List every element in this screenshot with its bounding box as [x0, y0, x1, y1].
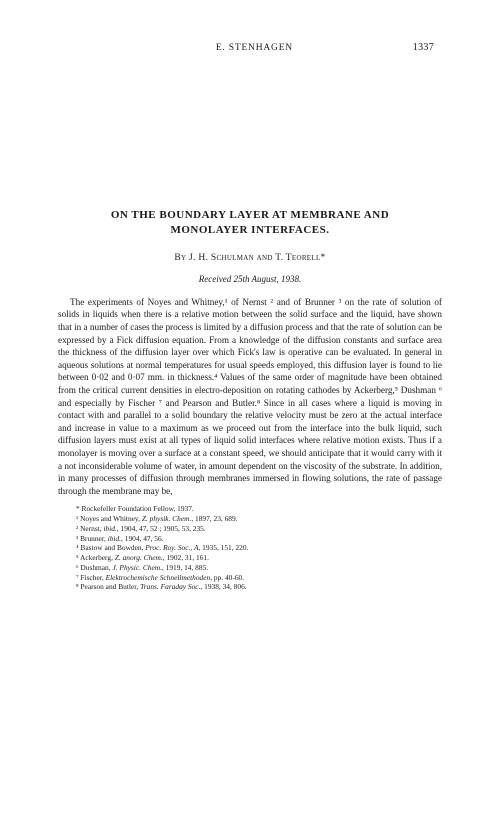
footnote-text: ³ Brunner, [76, 534, 108, 543]
page-number: 1337 [413, 42, 434, 53]
page-header: E. STENHAGEN 1337 [58, 42, 442, 53]
footnote-7: ⁷ Fischer, Elektrochemische Schnellmetho… [80, 573, 442, 583]
footnote-text: , 1935, 151, 220. [198, 543, 248, 552]
footnote-8: ⁸ Pearson and Butler, Trans. Faraday Soc… [80, 582, 442, 592]
footnote-text: ⁶ Dushman, [76, 563, 112, 572]
footnote-text: , 1919, 14, 885. [162, 563, 208, 572]
footnote-text: ⁴ Bastow and Bowden, [76, 543, 145, 552]
running-head: E. STENHAGEN [96, 43, 413, 53]
title-line-1: ON THE BOUNDARY LAYER AT MEMBRANE AND [111, 209, 389, 221]
footnote-text: , 1904, 47, 52 ; 1905, 53, 235. [117, 524, 206, 533]
footnote-4: ⁴ Bastow and Bowden, Proc. Roy. Soc., A,… [80, 543, 442, 553]
footnote-italic: ibid. [108, 534, 121, 543]
received-date: Received 25th August, 1938. [58, 274, 442, 284]
footnote-text: , 1902, 31, 161. [163, 553, 209, 562]
footnote-italic: ibid. [103, 524, 116, 533]
footnote-asterisk: * Rockefeller Foundation Fellow, 1937. [80, 504, 442, 514]
footnote-text: ⁵ Ackerberg, [76, 553, 115, 562]
footnote-italic: Elektrochemische Schnellmethoden [106, 573, 211, 582]
footnote-5: ⁵ Ackerberg, Z. anorg. Chem., 1902, 31, … [80, 553, 442, 563]
article-title: ON THE BOUNDARY LAYER AT MEMBRANE AND MO… [58, 208, 442, 239]
footnote-text: , 1904, 47, 56. [121, 534, 164, 543]
footnote-3: ³ Brunner, ibid., 1904, 47, 56. [80, 534, 442, 544]
footnote-text: ² Nernst, [76, 524, 103, 533]
footnotes-block: * Rockefeller Foundation Fellow, 1937. ¹… [58, 504, 442, 592]
footnote-text: ⁷ Fischer, [76, 573, 106, 582]
footnote-italic: Z. physik. Chem. [142, 514, 191, 523]
author-byline: By J. H. Schulman and T. Teorell* [58, 253, 442, 263]
footnote-italic: J. Physic. Chem. [112, 563, 161, 572]
footnote-italic: Proc. Roy. Soc., A [145, 543, 198, 552]
footnote-text: ⁸ Pearson and Butler, [76, 582, 140, 591]
title-line-2: MONOLAYER INTERFACES. [170, 224, 329, 236]
footnote-2: ² Nernst, ibid., 1904, 47, 52 ; 1905, 53… [80, 524, 442, 534]
footnote-6: ⁶ Dushman, J. Physic. Chem., 1919, 14, 8… [80, 563, 442, 573]
footnote-text: , pp. 40-60. [210, 573, 244, 582]
footnote-text: , 1897, 23, 689. [191, 514, 237, 523]
body-paragraph: The experiments of Noyes and Whitney,¹ o… [58, 296, 442, 498]
footnote-text: ¹ Noyes and Whitney, [76, 514, 142, 523]
footnote-italic: Z. anorg. Chem. [115, 553, 163, 562]
footnote-italic: Trans. Faraday Soc. [140, 582, 200, 591]
footnote-text: , 1938, 34, 806. [200, 582, 246, 591]
footnote-1: ¹ Noyes and Whitney, Z. physik. Chem., 1… [80, 514, 442, 524]
